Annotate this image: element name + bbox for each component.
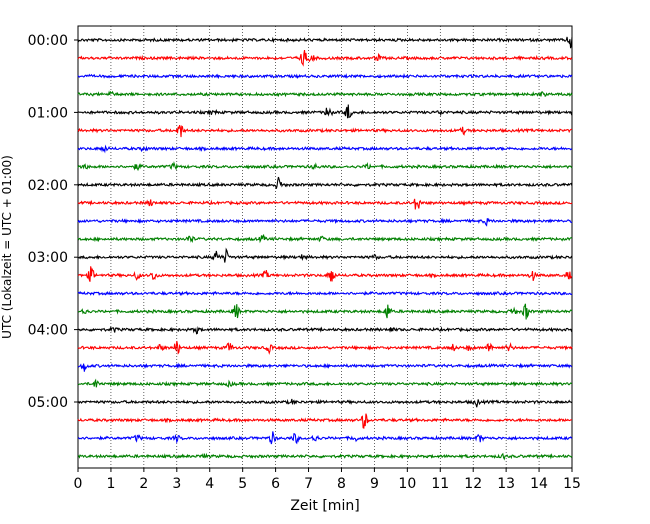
- x-tick-label: 10: [398, 476, 416, 492]
- x-tick-label: 13: [497, 476, 515, 492]
- trace-row-0500: [77, 398, 573, 408]
- x-tick-label: 11: [431, 476, 449, 492]
- x-tick-label: 1: [106, 476, 115, 492]
- y-tick-label: 00:00: [28, 33, 68, 49]
- plot-frame: [77, 25, 573, 469]
- x-tick-label: 6: [271, 476, 280, 492]
- trace-row-0245: [77, 233, 573, 244]
- x-tick-label: 0: [74, 476, 83, 492]
- trace-row-0445: [77, 378, 573, 388]
- x-tick-label: 12: [464, 476, 482, 492]
- trace-row-0015: [77, 50, 573, 67]
- trace-row-0300: [77, 247, 573, 263]
- y-tick-label: 05:00: [28, 395, 68, 411]
- trace-row-0030: [77, 73, 573, 80]
- y-axis-ticks: 00:00 01:00 02:00 03:00 04:00 05:00: [28, 33, 78, 411]
- trace-row-0330: [77, 290, 573, 297]
- x-tick-label: 15: [563, 476, 581, 492]
- x-tick-label: 4: [205, 476, 214, 492]
- y-tick-label: 04:00: [28, 323, 68, 339]
- trace-row-0130: [77, 144, 573, 154]
- x-axis-ticks: 0 1 2 3 4 5 6 7 8 9 10 11 12 13 14 15: [74, 468, 581, 492]
- trace-row-0430: [77, 362, 573, 372]
- trace-row-0100: [77, 104, 573, 119]
- trace-row-0215: [77, 198, 573, 210]
- trace-row-0415: [77, 340, 573, 355]
- x-tick-label: 3: [172, 476, 181, 492]
- trace-row-0145: [77, 161, 573, 172]
- y-tick-label: 02:00: [28, 178, 68, 194]
- trace-row-0400: [77, 326, 573, 335]
- trace-row-0530: [77, 431, 573, 445]
- y-tick-label: 01:00: [28, 105, 68, 121]
- trace-layer: [77, 36, 573, 461]
- y-axis-title: UTC (Lokalzeit = UTC + 01:00): [0, 155, 14, 339]
- trace-row-0045: [77, 90, 573, 98]
- trace-row-0115: [77, 124, 573, 138]
- x-tick-label: 14: [530, 476, 548, 492]
- trace-row-0000: [77, 36, 573, 49]
- x-tick-label: 5: [238, 476, 247, 492]
- trace-row-0345: [77, 303, 573, 320]
- x-tick-label: 9: [370, 476, 379, 492]
- x-tick-label: 8: [337, 476, 346, 492]
- x-tick-label: 7: [304, 476, 313, 492]
- trace-row-0230: [77, 217, 573, 227]
- x-tick-label: 2: [139, 476, 148, 492]
- trace-row-0545: [77, 452, 573, 461]
- trace-row-0515: [77, 413, 573, 429]
- trace-row-0200: [77, 176, 573, 189]
- trace-row-0315: [77, 266, 573, 282]
- y-tick-label: 03:00: [28, 250, 68, 266]
- x-axis-title: Zeit [min]: [290, 498, 359, 514]
